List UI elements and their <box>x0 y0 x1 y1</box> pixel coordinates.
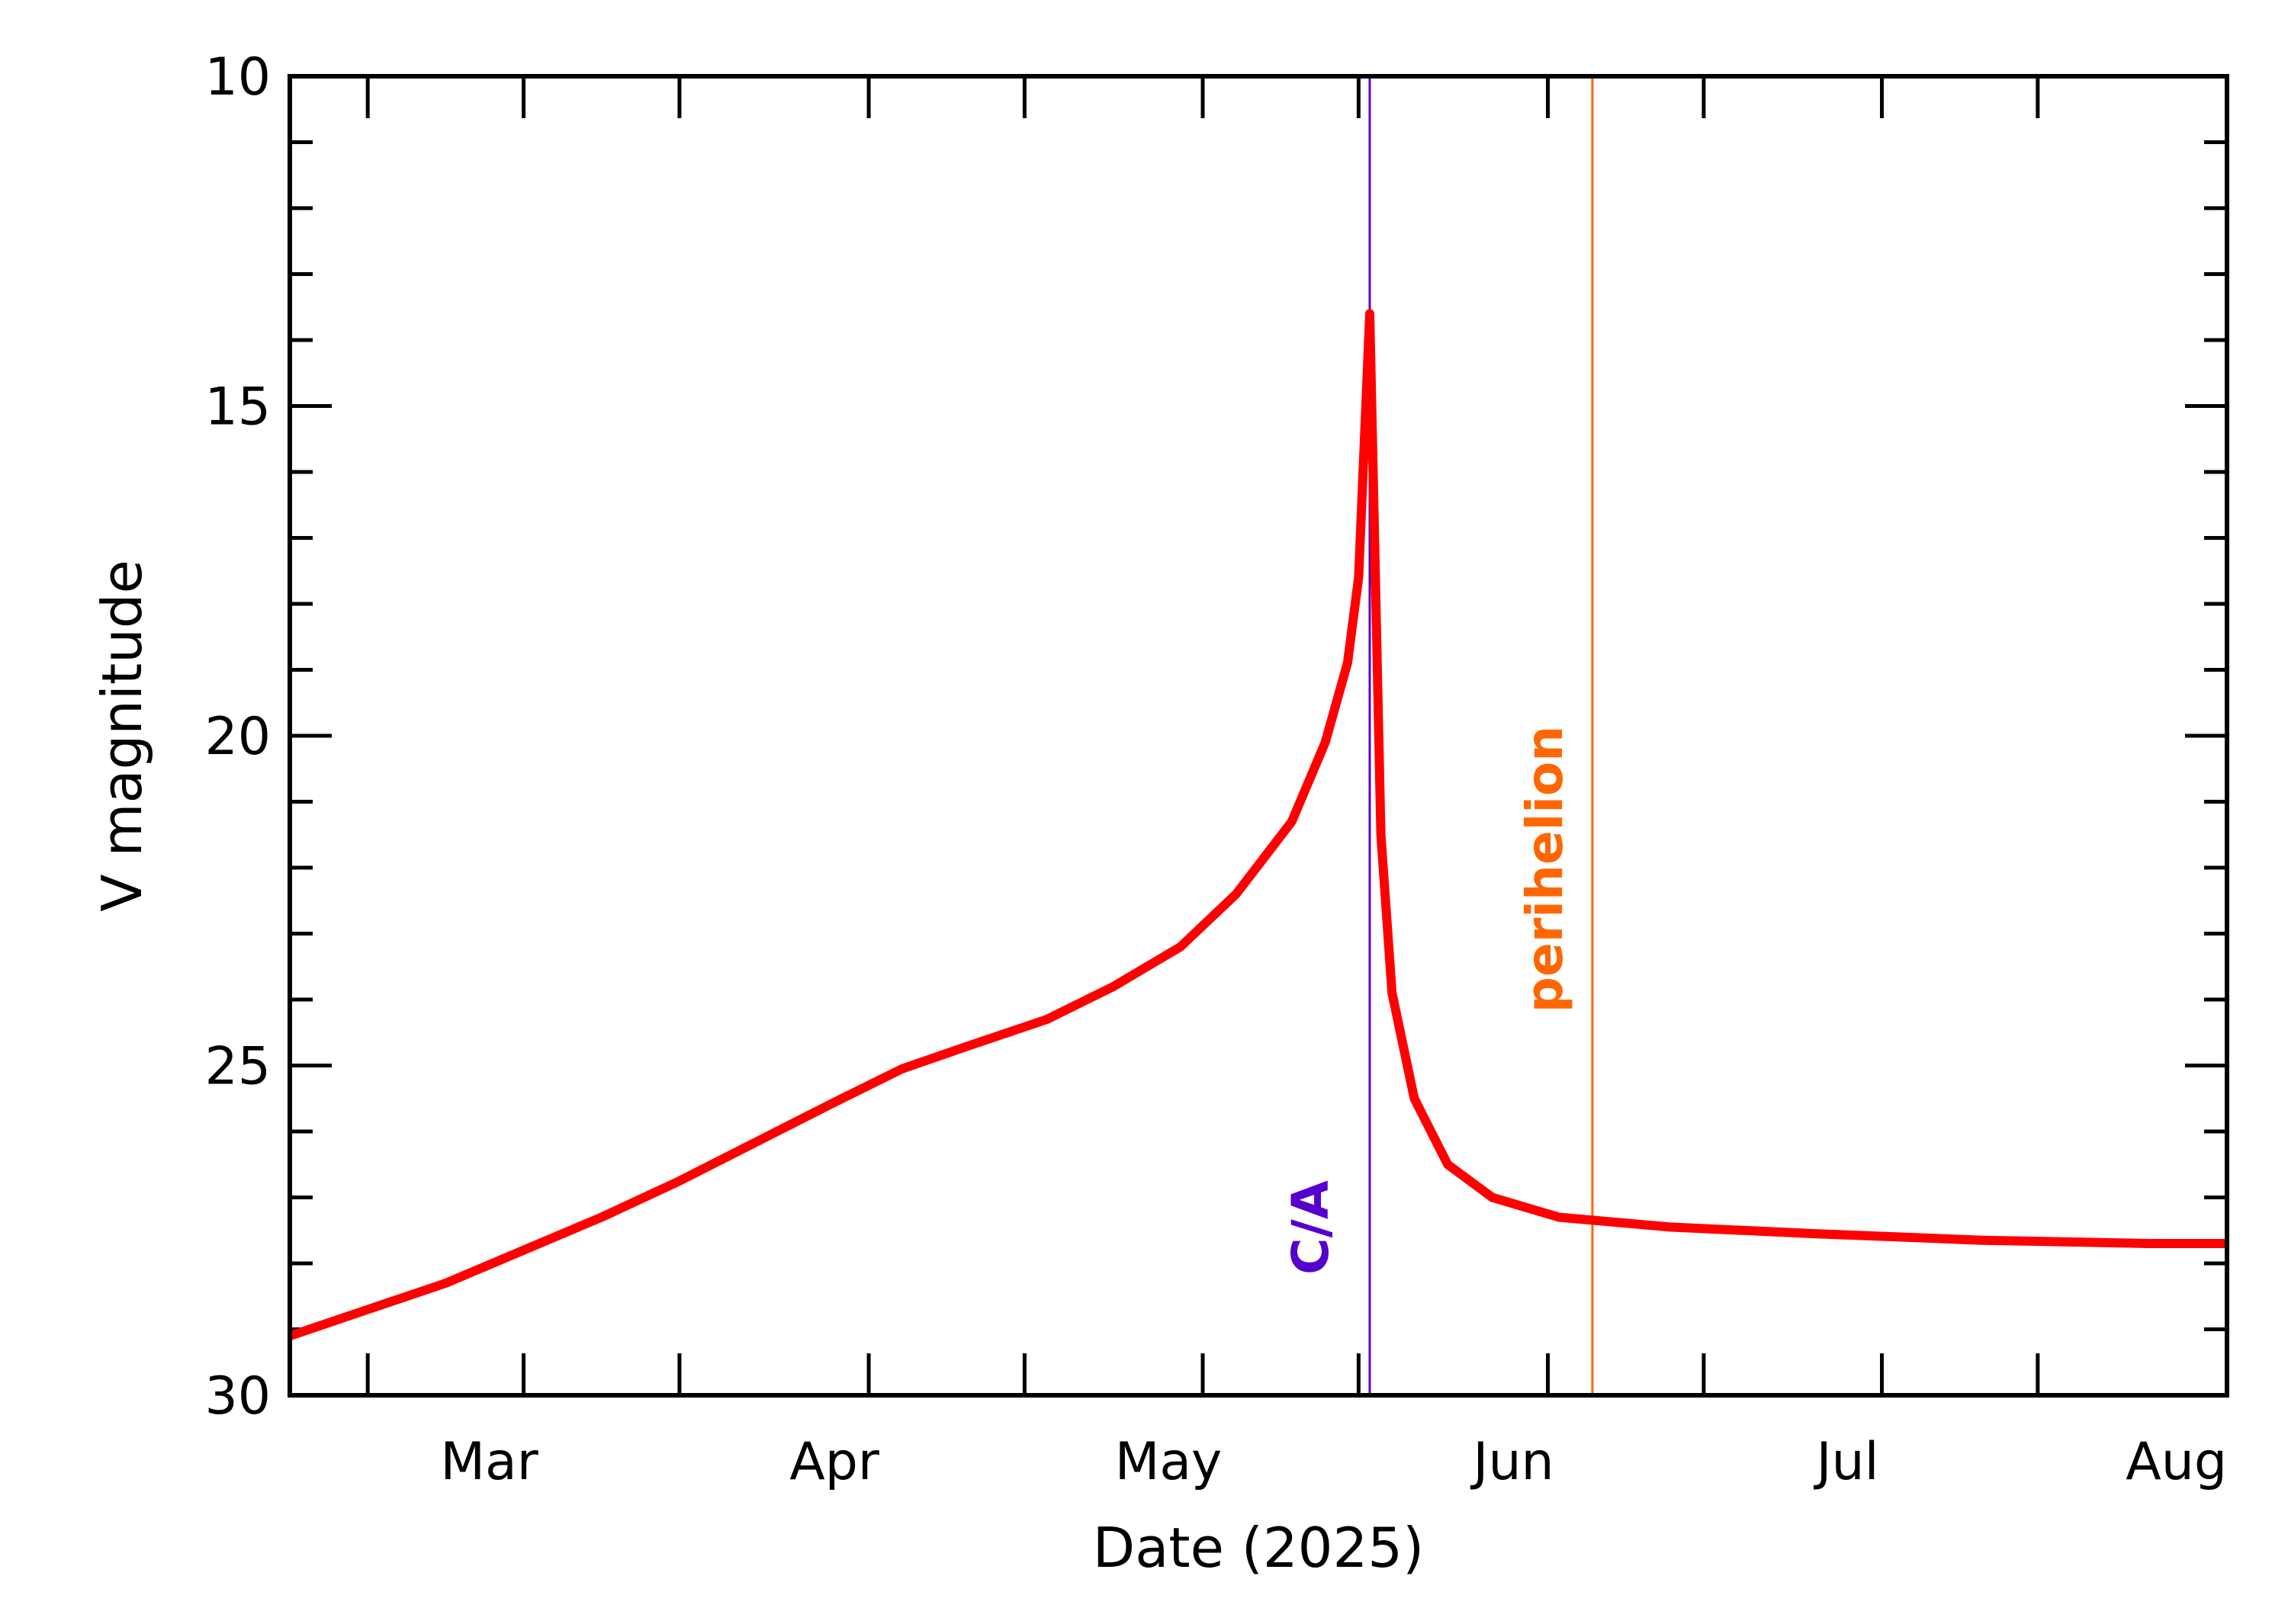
y-tick-label: 15 <box>204 377 271 438</box>
x-axis-title: Date (2025) <box>1093 1516 1424 1580</box>
y-tick-label: 30 <box>204 1366 271 1427</box>
x-tick-label: Aug <box>2126 1432 2227 1492</box>
x-tick-label: May <box>1115 1432 1223 1492</box>
major-ticks <box>290 74 2227 1398</box>
y-tick-label: 20 <box>204 707 271 767</box>
series-line <box>288 309 2227 1340</box>
minor-ticks <box>290 76 2227 1395</box>
event-markers <box>1368 76 1594 1395</box>
series-layer <box>288 309 2227 1340</box>
event-label: perihelion <box>1515 726 1574 1013</box>
x-tick-label: Jun <box>1470 1432 1554 1492</box>
x-tick-label: Jul <box>1813 1432 1878 1492</box>
plot-frame <box>288 74 2229 1398</box>
event-label: C/A <box>1281 1180 1340 1275</box>
y-tick-label: 10 <box>204 47 271 108</box>
tick-labels: 10 15 20 25 30 Mar Apr May Jun Jul Aug <box>204 47 2227 1492</box>
y-tick-label: 25 <box>204 1037 271 1097</box>
x-tick-label: Mar <box>440 1432 538 1492</box>
x-tick-label: Apr <box>789 1432 879 1492</box>
event-marker-labels: C/A perihelion <box>1281 726 1574 1275</box>
y-axis-title: V magnitude <box>90 560 154 912</box>
